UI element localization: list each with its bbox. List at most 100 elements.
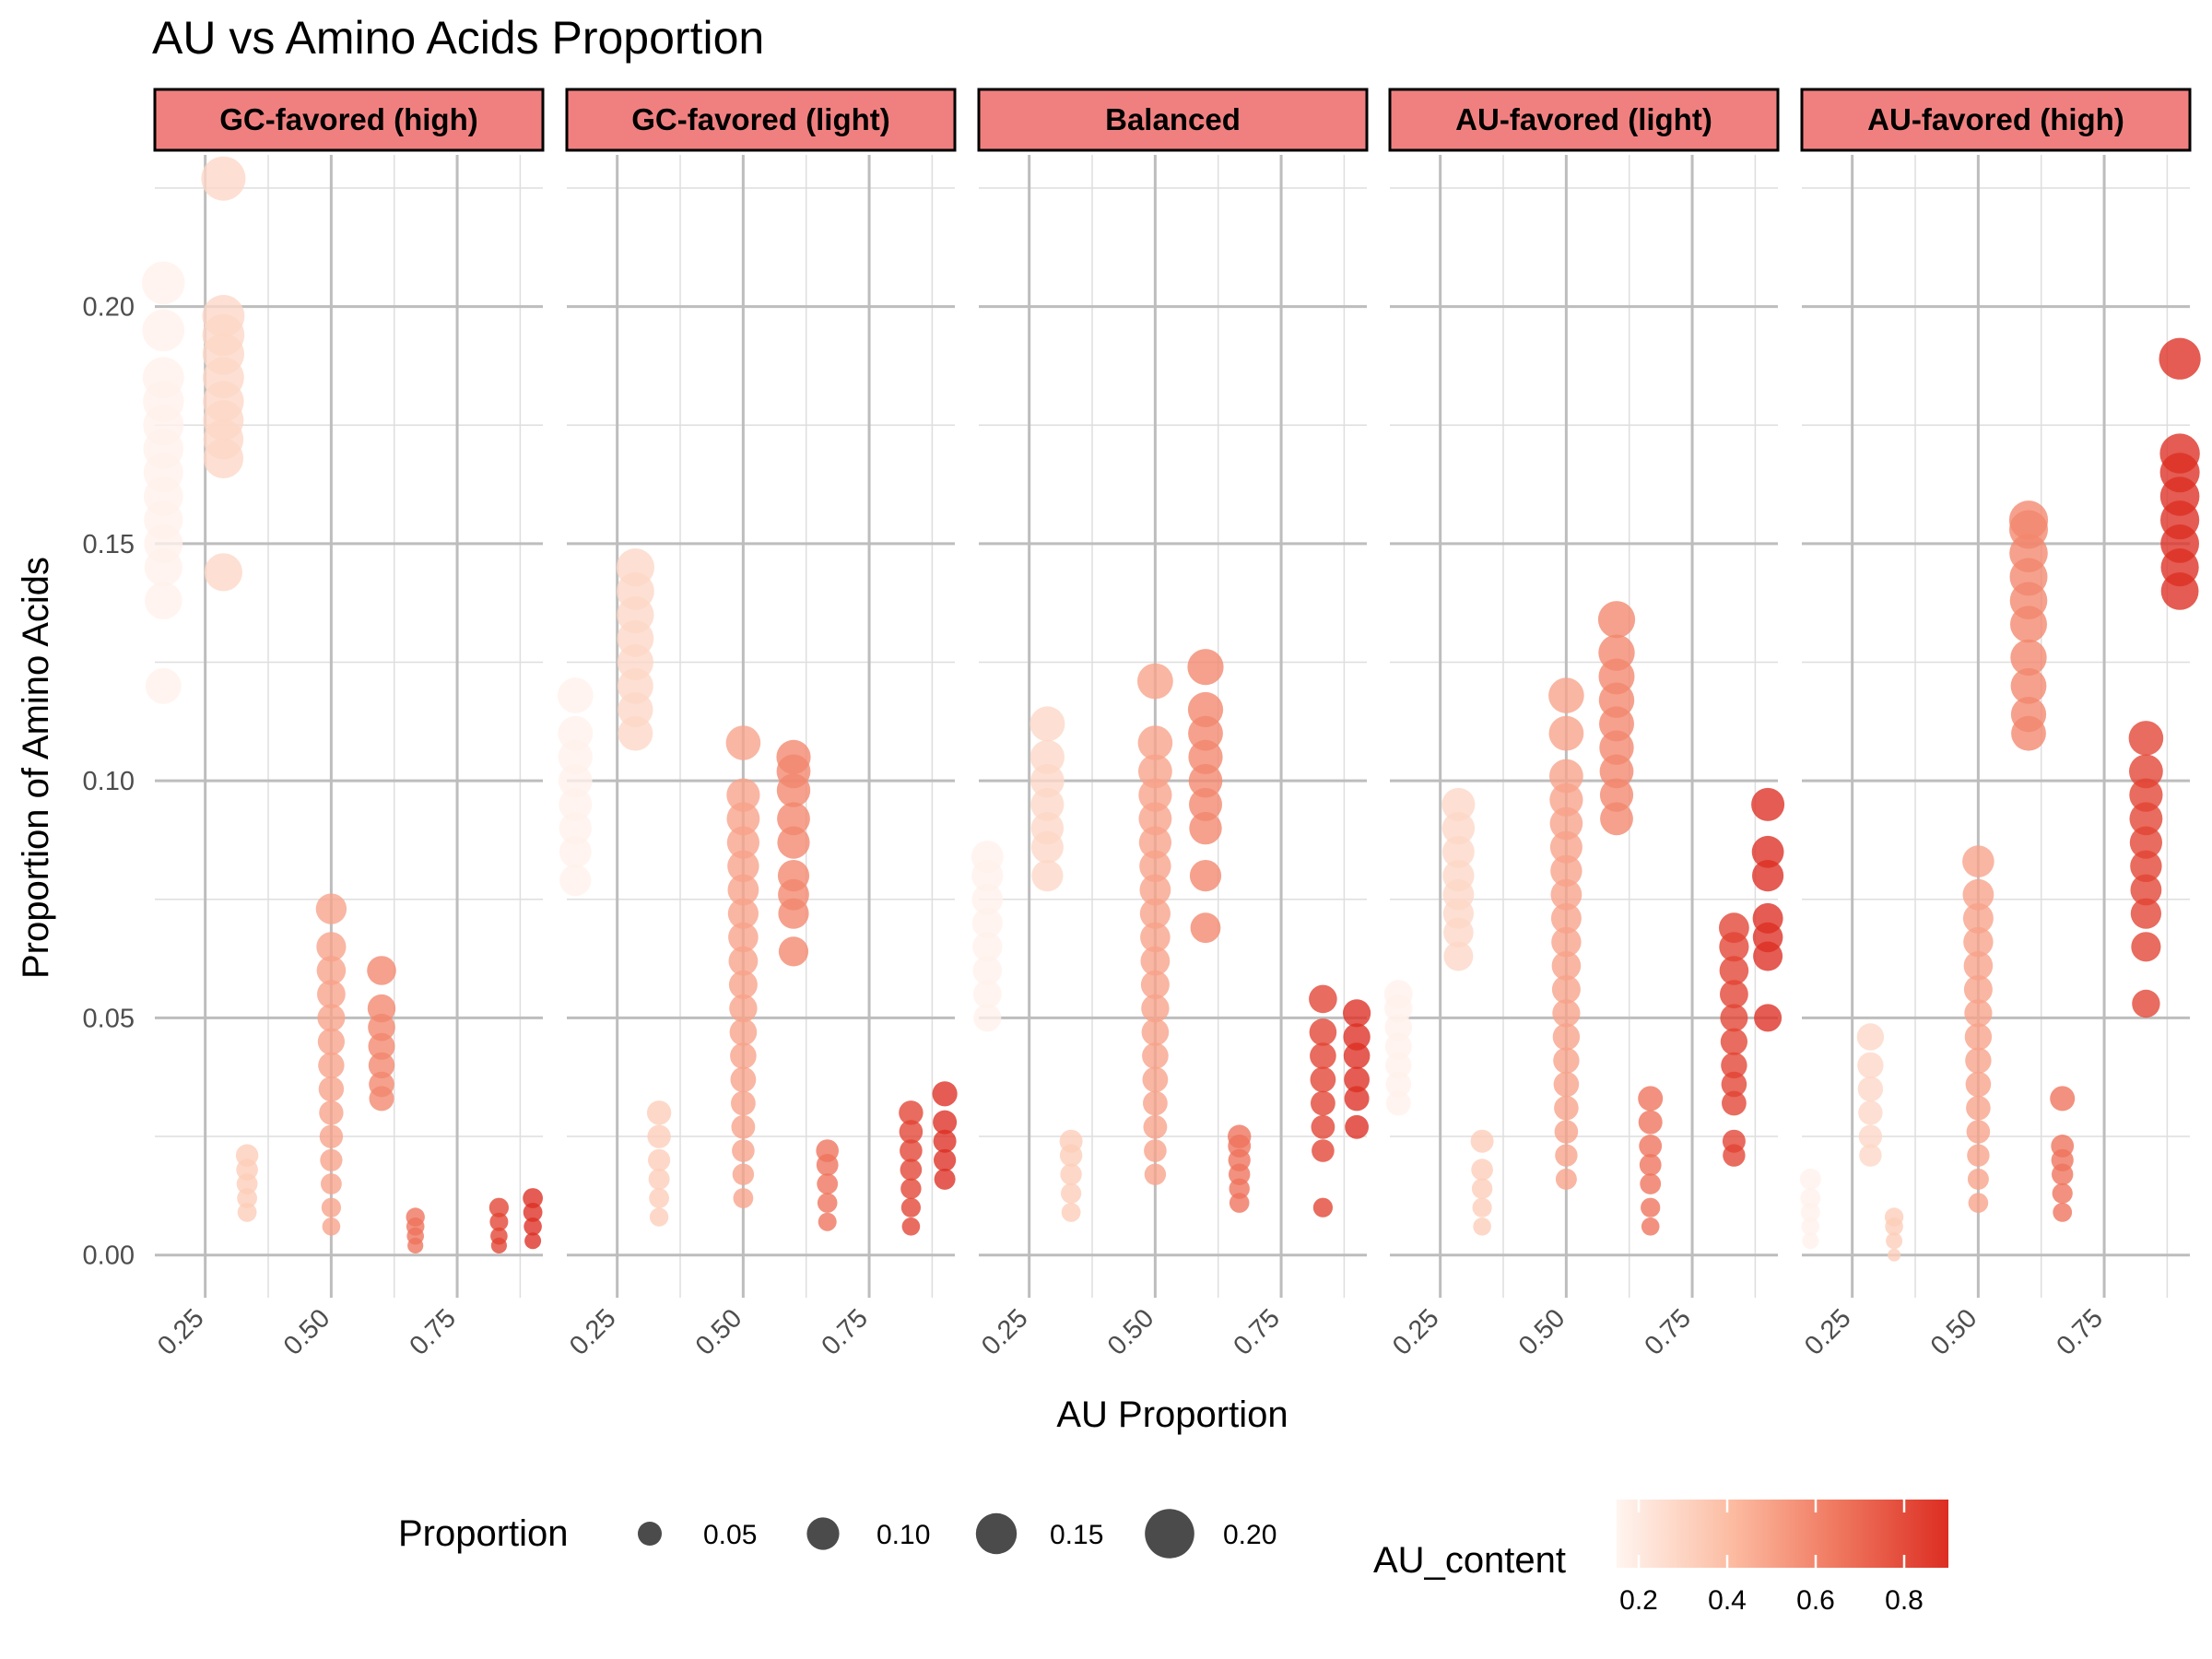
size-legend-label: 0.05 [703,1520,757,1550]
data-point [559,787,593,821]
data-point [1142,1042,1169,1069]
data-point [235,1144,259,1167]
data-point [1552,999,1581,1028]
data-point [1343,999,1371,1028]
facet-strip-label: AU-favored (light) [1455,102,1712,136]
data-point [201,156,246,201]
data-point [1551,975,1581,1005]
data-point [2159,337,2201,380]
data-point [1859,1144,1882,1167]
data-point [1598,634,1635,671]
data-point [1311,1114,1335,1139]
data-point [1030,706,1065,742]
data-point [648,1168,670,1190]
data-point [1188,763,1223,798]
x-tick-label: 0.25 [1387,1303,1445,1361]
data-point [1344,1066,1370,1093]
data-point [1312,1139,1335,1162]
data-point [559,811,592,845]
data-point [616,548,655,587]
size-legend: Proportion 0.05 0.10 0.15 0.20 [398,1509,1277,1559]
chart-title: AU vs Amino Acids Proportion [152,12,764,64]
facet-points [971,649,1371,1222]
data-point [145,667,182,704]
data-point [202,295,245,337]
data-point [2010,639,2047,677]
facet-points [1383,601,1785,1236]
data-point [1800,1203,1820,1222]
data-point [1963,951,1994,981]
data-point [972,956,1003,985]
data-point [1857,1052,1884,1079]
data-point [1555,1168,1577,1190]
data-point [1962,878,1994,911]
facet-panel: GC-favored (light) 0.25 0.50 0.75 [558,88,958,1361]
data-point [1345,1114,1369,1139]
size-legend-label: 0.20 [1223,1520,1277,1550]
data-point [1965,1047,1992,1074]
data-point [317,980,346,1009]
color-legend-label: 0.8 [1885,1585,1924,1616]
data-point [649,1207,669,1227]
data-point [2008,500,2049,540]
data-point [732,1139,755,1162]
color-legend-label: 0.4 [1708,1585,1747,1616]
data-point [2010,697,2047,733]
data-point [1722,1129,1746,1153]
data-point [1721,1071,1747,1098]
data-point [369,1071,394,1098]
data-point [1720,980,1748,1009]
data-point [1963,926,1994,958]
data-point [777,826,810,859]
facet-strip-label: AU-favored (high) [1867,102,2124,136]
x-tick-label: 0.50 [1102,1303,1160,1361]
data-point [1641,1218,1660,1236]
data-point [971,884,1004,915]
data-point [1553,1047,1580,1074]
facet-panel: GC-favored (high) 0.25 0.50 0.75 [142,88,545,1361]
data-point [1639,1154,1662,1176]
data-point [2129,826,2162,859]
x-tick-label: 0.75 [1639,1303,1697,1361]
data-point [1142,1066,1169,1093]
data-point [558,677,594,713]
data-point [732,1163,755,1185]
data-point [777,802,810,836]
color-legend-bar [1617,1500,1948,1568]
facet-strip [153,88,545,152]
data-point [1309,984,1337,1014]
data-point [488,1197,510,1218]
data-point [1310,1042,1336,1069]
x-tick-label: 0.75 [2051,1303,2109,1361]
data-point [1143,1114,1168,1139]
data-point [778,936,809,967]
data-point [728,970,758,999]
facet-strip [977,88,1369,152]
data-point [934,1168,956,1190]
data-point [524,1232,542,1250]
data-point [1061,1203,1081,1222]
data-point [1144,1139,1167,1162]
x-tick-label: 0.50 [1925,1303,1983,1361]
data-point [237,1188,257,1208]
data-point [319,1100,344,1125]
y-tick-label: 0.05 [83,1004,135,1033]
y-tick-label: 0.20 [83,293,135,323]
data-point [972,980,1002,1009]
data-point [1550,854,1583,888]
data-point [367,994,396,1023]
data-point [318,1052,345,1079]
data-point [728,922,759,953]
y-axis: 0.00 0.05 0.10 0.15 0.20 [83,293,135,1271]
data-point [1551,926,1582,958]
data-point [1229,1193,1250,1213]
data-point [1857,1076,1884,1102]
data-point [367,956,396,985]
data-point [1343,1042,1371,1069]
facet-panel: AU-favored (light) 0.25 0.50 0.75 [1383,88,1785,1361]
data-point [1385,1071,1412,1098]
data-point [1189,860,1222,892]
data-point [1639,1135,1663,1158]
data-point [1187,691,1224,728]
